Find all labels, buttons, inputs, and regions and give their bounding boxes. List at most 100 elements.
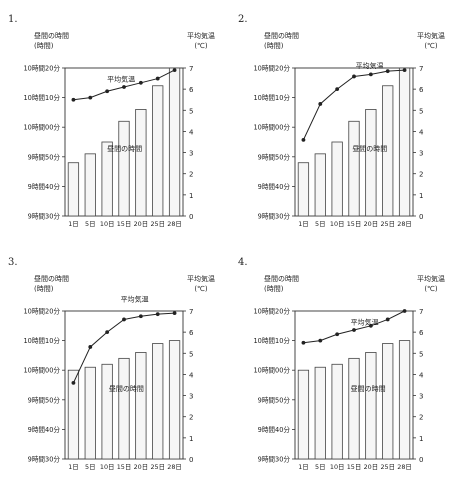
daylight-bar <box>168 340 181 460</box>
temperature-point <box>318 338 323 343</box>
bar-series-label: 昼間の時間 <box>107 145 142 153</box>
bar-series-label: 昼間の時間 <box>109 385 144 393</box>
right-tick-label: 0 <box>419 456 423 464</box>
daylight-bar <box>365 109 377 217</box>
left-tick-label: 9時間30分 <box>28 212 61 221</box>
right-axis-unit: (℃) <box>424 42 438 50</box>
daylight-bar <box>84 153 96 217</box>
left-tick-label: 10時間00分 <box>253 123 290 132</box>
chart-panel-1: 1. 昼間の時間 (時間) 平均気温 (℃) 10時間20分 10時間10分 10時間00分 9… <box>8 14 215 228</box>
left-axis-unit: (時間) <box>34 42 54 50</box>
left-axis-title: 昼間の時間 <box>34 275 69 283</box>
right-tick-label: 4 <box>189 371 194 379</box>
daylight-bar <box>314 153 326 217</box>
right-axis-unit: (℃) <box>194 285 208 293</box>
daylight-bar <box>382 85 394 217</box>
left-tick-label: 10時間10分 <box>253 336 290 345</box>
temperature-point <box>402 68 407 73</box>
left-tick-label: 10時間10分 <box>253 93 290 102</box>
bar-series-label: 昼間の時間 <box>351 385 386 393</box>
left-axis-unit: (時間) <box>264 42 284 50</box>
right-axis-title: 平均気温 <box>417 31 445 40</box>
temperature-point <box>368 323 373 328</box>
category-label: 15日 <box>347 463 362 471</box>
temperature-point <box>155 312 160 317</box>
daylight-bar <box>398 340 411 460</box>
daylight-bar <box>297 369 310 460</box>
left-tick-label: 10時間20分 <box>253 307 290 316</box>
temperature-point <box>88 345 93 349</box>
daylight-bar <box>118 357 130 460</box>
left-axis-title: 昼間の時間 <box>34 32 69 40</box>
chart-number: 2. <box>238 14 248 25</box>
chart-panel-4: 4. 昼間の時間 (時間) 平均気温 (℃) 10時間20分 10時間10分 10時間00分 9… <box>238 257 445 471</box>
left-tick-label: 10時間20分 <box>23 307 60 316</box>
left-tick-label: 9時間50分 <box>258 152 291 161</box>
temperature-point <box>385 69 390 74</box>
left-tick-label: 9時間40分 <box>258 182 291 191</box>
category-label: 1日 <box>68 463 78 471</box>
left-tick-label: 10時間00分 <box>23 366 60 375</box>
right-tick-label: 7 <box>419 65 423 73</box>
right-tick-label: 1 <box>189 435 193 443</box>
left-axis-unit: (時間) <box>264 285 284 293</box>
temperature-point <box>138 314 143 319</box>
temperature-point <box>352 74 356 79</box>
line-series-label: 平均気温 <box>107 75 135 84</box>
temperature-point <box>71 97 76 102</box>
category-label: 15日 <box>117 220 132 228</box>
category-label: 25日 <box>150 220 165 228</box>
right-tick-label: 4 <box>419 371 424 379</box>
right-tick-label: 7 <box>419 308 423 316</box>
bar-series-label: 昼間の時間 <box>352 145 387 153</box>
left-tick-label: 9時間50分 <box>258 395 291 404</box>
right-tick-label: 3 <box>189 393 193 401</box>
left-tick-label: 9時間30分 <box>28 455 61 464</box>
daylight-bar <box>118 120 130 217</box>
category-label: 1日 <box>68 220 78 228</box>
line-series-label: 平均気温 <box>351 318 379 327</box>
category-label: 20日 <box>364 463 379 471</box>
category-label: 28日 <box>167 463 182 471</box>
left-tick-label: 10時間20分 <box>23 64 60 73</box>
daylight-bar <box>398 67 411 217</box>
category-label: 5日 <box>85 463 95 471</box>
temperature-point <box>105 330 110 335</box>
right-tick-label: 3 <box>189 150 193 158</box>
temperature-point <box>155 76 160 81</box>
temperature-point <box>301 137 306 142</box>
right-tick-label: 5 <box>189 350 193 358</box>
left-tick-label: 10時間10分 <box>23 93 60 102</box>
chart-number: 1. <box>8 14 18 25</box>
daylight-bar <box>67 162 80 217</box>
right-tick-label: 5 <box>189 107 193 115</box>
category-label: 28日 <box>397 463 412 471</box>
temperature-point <box>335 332 340 337</box>
category-label: 15日 <box>347 220 362 228</box>
left-axis-title: 昼間の時間 <box>264 275 299 283</box>
category-label: 28日 <box>397 220 412 228</box>
right-tick-label: 0 <box>189 456 193 464</box>
right-tick-label: 3 <box>419 393 423 401</box>
left-tick-label: 9時間40分 <box>28 182 61 191</box>
left-tick-label: 10時間00分 <box>23 123 60 132</box>
category-label: 10日 <box>100 220 115 228</box>
left-tick-label: 10時間20分 <box>253 64 290 73</box>
left-tick-label: 9時間50分 <box>28 152 61 161</box>
category-label: 25日 <box>380 220 395 228</box>
temperature-point <box>335 87 340 92</box>
right-axis-title: 平均気温 <box>417 274 445 283</box>
category-label: 10日 <box>100 463 115 471</box>
right-tick-label: 1 <box>419 435 423 443</box>
chart-panel-2: 2. 昼間の時間 (時間) 平均気温 (℃) 10時間20分 10時間10分 10時間00分 9… <box>238 14 445 228</box>
left-axis-title: 昼間の時間 <box>264 32 299 40</box>
daylight-bar <box>135 109 147 217</box>
daylight-bar <box>168 67 181 217</box>
right-tick-label: 4 <box>419 128 424 136</box>
right-tick-label: 1 <box>419 192 423 200</box>
right-tick-label: 3 <box>419 150 423 158</box>
temperature-point <box>122 85 126 89</box>
right-tick-label: 5 <box>419 107 423 115</box>
temperature-point <box>88 95 93 100</box>
line-series-label: 平均気温 <box>121 294 149 303</box>
